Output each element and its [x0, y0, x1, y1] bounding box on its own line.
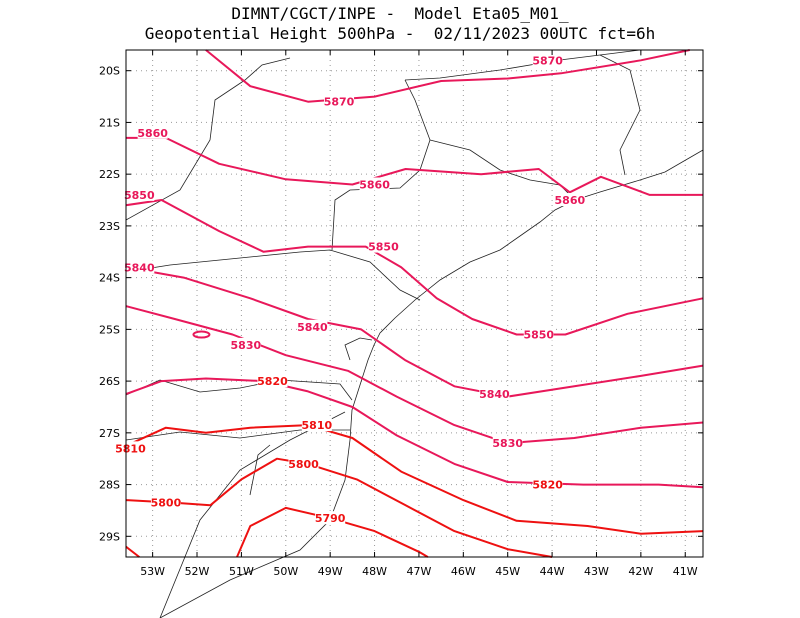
lat-tick-label: 22S — [99, 168, 120, 181]
contour-label-background — [124, 260, 155, 274]
contour-label: 5850 — [368, 241, 399, 254]
contour-label-background — [137, 125, 168, 139]
contour-label: 5860 — [137, 127, 168, 140]
contour-label-background — [523, 327, 554, 341]
height-contour-line — [126, 136, 703, 196]
lat-tick-label: 23S — [99, 220, 120, 233]
contour-label: 5840 — [297, 321, 328, 334]
contour-label-background — [297, 319, 328, 333]
map-title-line-1: DIMNT/CGCT/INPE - Model Eta05_M01_ — [231, 4, 569, 23]
coastline-segment — [429, 139, 576, 201]
contour-label: 5790 — [315, 512, 346, 525]
contour-label-background — [315, 511, 346, 525]
coastline-segment — [344, 337, 373, 361]
contour-label: 5840 — [479, 388, 510, 401]
contour-label-background — [479, 387, 510, 401]
height-contour-line — [125, 424, 704, 535]
contour-label: 5850 — [124, 189, 155, 202]
contour-label: 5830 — [492, 437, 523, 450]
contour-label-background — [532, 53, 563, 67]
coastline-segment — [159, 149, 704, 618]
map-frame — [125, 49, 704, 558]
contour-label-background — [301, 418, 332, 432]
lat-tick-label: 21S — [99, 116, 120, 129]
coastline-segment — [125, 379, 353, 401]
contour-label: 5820 — [257, 375, 288, 388]
contour-label-background — [230, 337, 261, 351]
contour-label: 5810 — [302, 419, 333, 432]
lat-tick-label: 25S — [99, 323, 120, 336]
height-contour-line — [125, 305, 704, 445]
coastline-segment — [599, 54, 641, 176]
contour-label-background — [257, 374, 288, 388]
contour-label-background — [554, 193, 585, 207]
lat-tick-label: 29S — [99, 530, 120, 543]
contour-label: 5860 — [555, 194, 586, 207]
lat-lon-gridlines — [126, 50, 703, 557]
contour-label-background — [532, 477, 563, 491]
coastline-segment — [331, 79, 431, 251]
contour-label: 5820 — [532, 479, 563, 492]
lat-tick-label: 20S — [99, 65, 120, 78]
lon-tick-label: 41W — [673, 565, 698, 578]
contour-labels: 5870 5870 5860 5860 5860 5850 5850 5850 5840 5840… — [115, 53, 585, 525]
contour-label: 5850 — [523, 329, 554, 342]
lat-tick-label: 28S — [99, 479, 120, 492]
contour-label: 5800 — [288, 458, 319, 471]
lon-tick-label: 48W — [362, 565, 387, 578]
lon-tick-label: 51W — [229, 565, 254, 578]
contour-label-background — [368, 239, 399, 253]
lon-tick-label: 52W — [185, 565, 210, 578]
contour-label-background — [150, 495, 181, 509]
map-title-line-2: Geopotential Height 500hPa - 02/11/2023 … — [144, 24, 656, 43]
coastline-segment — [125, 249, 421, 301]
contour-label: 5870 — [532, 54, 563, 67]
lon-tick-label: 50W — [273, 565, 298, 578]
lon-tick-label: 44W — [540, 565, 565, 578]
contour-label: 5800 — [151, 497, 182, 510]
contour-label-background — [288, 456, 319, 470]
lon-tick-label: 53W — [140, 565, 165, 578]
contour-label-background — [115, 441, 146, 455]
contour-label: 5860 — [359, 179, 390, 192]
height-contour-line — [125, 377, 704, 489]
height-contour-line — [125, 266, 704, 398]
lon-tick-label: 47W — [407, 565, 432, 578]
lon-tick-label: 45W — [495, 565, 520, 578]
contour-label-background — [324, 94, 355, 108]
contour-label: 5810 — [115, 442, 146, 455]
lon-tick-label: 49W — [318, 565, 343, 578]
height-contours — [125, 49, 704, 558]
coastline-segment — [125, 57, 291, 221]
axis-ticks: 53W 52W 51W 50W 49W 48W 47W 46W 45W 44W 43W 42W 41W 2… — [99, 50, 703, 578]
height-contour-line — [125, 545, 140, 558]
contour-label: 5870 — [324, 96, 355, 109]
lon-tick-label: 46W — [451, 565, 476, 578]
coastline-segment — [249, 444, 271, 496]
contour-label-background — [124, 187, 155, 201]
height-contour-line — [125, 199, 704, 336]
contour-label: 5840 — [124, 261, 155, 274]
contour-label-background — [492, 436, 523, 450]
contour-label: 5830 — [231, 339, 262, 352]
coastline-segment — [404, 49, 641, 81]
lat-tick-label: 26S — [99, 375, 120, 388]
contour-label-background — [359, 177, 390, 191]
lat-tick-label: 24S — [99, 272, 120, 285]
height-contour-line — [205, 49, 690, 103]
height-contour-line — [125, 457, 553, 558]
lon-tick-label: 43W — [584, 565, 609, 578]
closed-contour — [192, 330, 211, 339]
coastline-and-borders — [125, 49, 704, 618]
lon-tick-label: 42W — [628, 565, 653, 578]
lat-tick-label: 27S — [99, 427, 120, 440]
